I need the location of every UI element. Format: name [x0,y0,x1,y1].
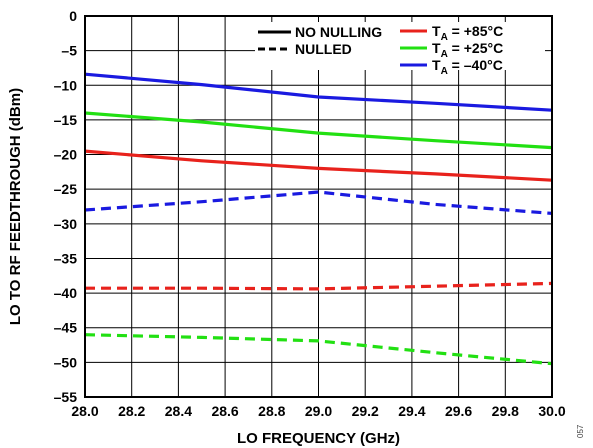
x-tick-label: 28.4 [165,403,192,419]
y-tick-label: –30 [54,216,78,232]
x-tick-label: 29.8 [492,403,519,419]
series-line-2 [84,111,553,150]
y-tick-label: –15 [54,112,78,128]
x-tick-label: 30.0 [538,403,565,419]
x-tick-label: 28.8 [258,403,285,419]
y-tick-label: –45 [54,320,78,336]
legend-label-temp-1: TA = +85°C [432,23,503,43]
y-tick-label: –55 [54,389,78,405]
plot-frame [84,15,553,398]
y-tick-label: –10 [54,77,78,93]
y-tick-label: 0 [69,8,77,24]
legend-label-temp-3: TA = –40°C [432,57,503,77]
y-axis-title: LO TO RF FEEDTHROUGH (dBm) [7,88,24,325]
y-tick-label: –35 [54,250,78,266]
x-tick-label: 28.6 [211,403,238,419]
y-tick-label: –40 [54,285,78,301]
legend-label-nulled: NULLED [295,41,352,57]
y-tick-label: –20 [54,147,78,163]
series-line-3 [84,149,553,182]
x-axis-title: LO FREQUENCY (GHz) [237,430,400,447]
legend-label-no-nulling: NO NULLING [295,24,382,40]
series-line-1 [84,72,553,112]
y-tick-label: –50 [54,354,78,370]
series-line-6 [84,333,553,366]
legend-temperatures: TA = +85°CTA = +25°CTA = –40°C [400,23,503,77]
x-tick-label: 29.0 [305,403,332,419]
x-tick-label: 28.2 [118,403,145,419]
series-group [84,72,553,366]
series-line-4 [84,190,553,215]
figure-id: 057 [576,424,585,438]
y-tick-labels: 0 –5 –10 –15 –20 –25 –30 –35 –40 –45 –50 –55 [54,8,78,405]
x-tick-label: 28.0 [71,403,98,419]
x-tick-labels: 28.0 28.2 28.4 28.6 28.8 29.0 29.2 29.4 29.6 29.8… [71,403,565,419]
x-tick-label: 29.2 [352,403,379,419]
x-tick-label: 29.4 [398,403,425,419]
y-tick-label: –5 [61,43,77,59]
x-tick-label: 29.6 [445,403,472,419]
legend: NO NULLING NULLED TA = +85°CTA = +25°CTA… [255,22,545,77]
series-line-5 [85,281,553,291]
y-tick-label: –25 [54,181,78,197]
legend-label-temp-2: TA = +25°C [432,40,503,60]
